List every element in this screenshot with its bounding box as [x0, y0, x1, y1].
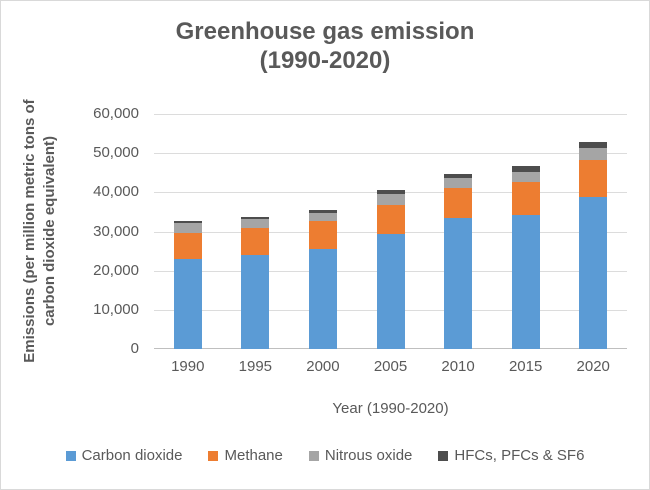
y-axis-title: Emissions (per million metric tons of ca…	[20, 51, 60, 411]
x-tick-label-2015: 2015	[508, 358, 543, 375]
gridline-50000	[154, 153, 627, 155]
y-tick-label: 30,000	[93, 222, 139, 240]
bar-segment-carbon-dioxide-2000	[308, 248, 337, 349]
x-tick-label-1990: 1990	[171, 358, 205, 375]
bar-segment-nitrous-oxide-2000	[308, 213, 337, 222]
bar-segment-nitrous-oxide-2005	[376, 193, 405, 205]
bar-segment-carbon-dioxide-1995	[241, 255, 270, 349]
legend-label-carbon-dioxide: Carbon dioxide	[81, 447, 183, 464]
legend-item-methane: Methane	[208, 447, 283, 464]
bar-segment-methane-2015	[511, 182, 540, 216]
y-tick-label: 10,000	[93, 300, 139, 318]
bar-segment-hfcs-pfcs-sf6-2010	[444, 173, 473, 179]
bar-segment-methane-2005	[376, 204, 405, 234]
legend-swatch-nitrous-oxide	[308, 450, 319, 461]
y-tick-label: 50,000	[93, 144, 139, 162]
x-axis-title: Year (1990-2020)	[332, 400, 449, 417]
bar-segment-carbon-dioxide-2005	[376, 233, 405, 349]
legend-label-nitrous-oxide: Nitrous oxide	[324, 447, 413, 464]
bar-segment-hfcs-pfcs-sf6-2000	[308, 209, 337, 214]
y-axis-title-line-1: Emissions (per million metric tons of	[21, 99, 38, 363]
legend-swatch-methane	[208, 450, 219, 461]
bar-segment-methane-2000	[308, 221, 337, 249]
legend-label-methane: Methane	[224, 447, 283, 464]
plot-area	[154, 114, 627, 349]
gridline-60000	[154, 114, 627, 115]
chart-title: Greenhouse gas emission (1990-2020)	[1, 17, 649, 75]
bar-segment-hfcs-pfcs-sf6-1990	[173, 220, 202, 224]
bar-segment-nitrous-oxide-2015	[511, 171, 540, 183]
legend-item-nitrous-oxide: Nitrous oxide	[308, 447, 413, 464]
chart-title-line-2: (1990-2020)	[259, 47, 391, 74]
bar-segment-carbon-dioxide-2010	[444, 218, 473, 349]
legend: Carbon dioxide Methane Nitrous oxide HFCs, …	[1, 447, 649, 464]
legend-swatch-hfcs-pfcs-sf6	[438, 450, 449, 461]
bar-segment-methane-2020	[579, 160, 608, 197]
x-tick-label-1995: 1995	[238, 358, 273, 375]
bar-segment-carbon-dioxide-2015	[511, 215, 540, 349]
bar-segment-methane-1990	[173, 232, 202, 260]
legend-item-hfcs-pfcs-sf6: HFCs, PFCs & SF6	[438, 447, 584, 464]
y-tick-label: 0	[130, 340, 139, 357]
y-tick-label: 40,000	[93, 183, 139, 201]
bar-segment-hfcs-pfcs-sf6-2015	[511, 166, 540, 172]
legend-label-hfcs-pfcs-sf6: HFCs, PFCs & SF6	[454, 447, 585, 464]
chart-title-line-1: Greenhouse gas emission	[175, 18, 475, 45]
bar-segment-methane-1995	[241, 228, 270, 256]
y-tick-label: 20,000	[93, 261, 139, 279]
x-tick-label-2010: 2010	[441, 358, 475, 375]
y-tick-label: 60,000	[93, 105, 139, 122]
bar-segment-nitrous-oxide-2020	[579, 148, 608, 161]
legend-item-carbon-dioxide: Carbon dioxide	[65, 447, 183, 464]
legend-swatch-carbon-dioxide	[65, 450, 76, 461]
bar-segment-nitrous-oxide-1990	[173, 223, 202, 233]
bar-segment-carbon-dioxide-1990	[173, 259, 202, 349]
x-tick-label-2000: 2000	[306, 358, 340, 375]
bar-segment-carbon-dioxide-2020	[579, 196, 608, 349]
x-tick-label-2020: 2020	[576, 358, 610, 375]
x-tick-label-2005: 2005	[373, 358, 408, 375]
bar-segment-methane-2010	[444, 188, 473, 219]
bar-segment-hfcs-pfcs-sf6-2020	[579, 141, 608, 149]
bar-segment-nitrous-oxide-2010	[444, 178, 473, 189]
bar-segment-hfcs-pfcs-sf6-1995	[241, 216, 270, 219]
y-axis-title-line-2: carbon dioxide equivalent)	[41, 135, 58, 327]
bar-segment-hfcs-pfcs-sf6-2005	[376, 190, 405, 194]
bar-segment-nitrous-oxide-1995	[241, 218, 270, 228]
